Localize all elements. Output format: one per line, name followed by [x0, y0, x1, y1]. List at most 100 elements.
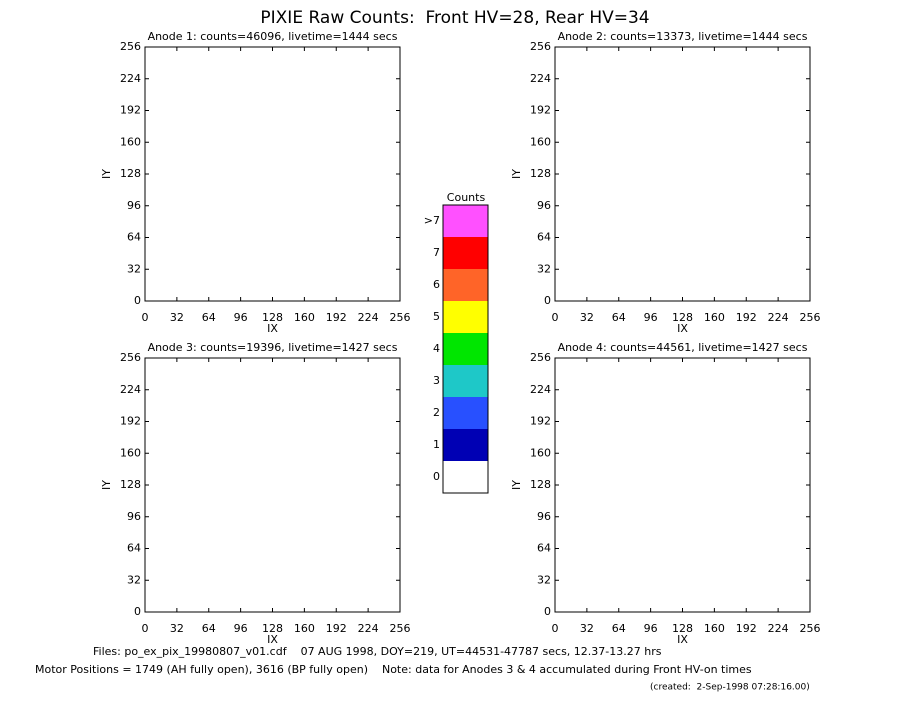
x-tick-label: 128 — [672, 622, 693, 635]
y-tick-label: 256 — [120, 40, 141, 53]
colorbar-swatch — [443, 365, 488, 397]
colorbar-swatch — [443, 301, 488, 333]
x-axis-label: IX — [677, 322, 688, 335]
y-tick-label: 64 — [127, 231, 141, 244]
chart-title: PIXIE Raw Counts: Front HV=28, Rear HV=3… — [260, 8, 649, 28]
y-tick-label: 256 — [530, 351, 551, 364]
plot-frame — [144, 46, 401, 302]
y-tick-label: 224 — [120, 383, 141, 396]
colorbar-label: 0 — [433, 470, 440, 483]
y-tick-label: 128 — [120, 167, 141, 180]
x-tick-label: 64 — [612, 622, 626, 635]
y-tick-label: 64 — [127, 542, 141, 555]
y-tick-label: 0 — [134, 294, 141, 307]
x-tick-label: 192 — [326, 311, 347, 324]
colorbar-swatch — [443, 269, 488, 301]
panel-title: Anode 3: counts=19396, livetime=1427 sec… — [148, 341, 398, 354]
colorbar-swatch — [443, 205, 488, 237]
panel-title: Anode 1: counts=46096, livetime=1444 sec… — [148, 30, 398, 43]
x-tick-label: 256 — [390, 622, 411, 635]
x-axis-label: IX — [267, 633, 278, 646]
y-tick-label: 96 — [127, 510, 141, 523]
y-tick-label: 32 — [537, 262, 551, 275]
colorbar-label: 7 — [433, 246, 440, 259]
x-tick-label: 96 — [644, 311, 658, 324]
x-tick-label: 64 — [202, 622, 216, 635]
x-tick-label: 160 — [704, 311, 725, 324]
x-tick-label: 256 — [800, 622, 821, 635]
colorbar-label: >7 — [424, 214, 440, 227]
y-tick-label: 192 — [530, 415, 551, 428]
x-tick-label: 96 — [644, 622, 658, 635]
x-tick-label: 0 — [142, 622, 149, 635]
colorbar-swatch — [443, 429, 488, 461]
y-tick-label: 160 — [120, 446, 141, 459]
colorbar-swatch — [443, 397, 488, 429]
x-tick-label: 32 — [580, 311, 594, 324]
x-tick-label: 160 — [704, 622, 725, 635]
footer-line: Motor Positions = 1749 (AH fully open), … — [35, 663, 752, 676]
x-axis-label: IX — [677, 633, 688, 646]
x-tick-label: 0 — [552, 311, 559, 324]
y-tick-label: 160 — [530, 135, 551, 148]
colorbar-label: 4 — [433, 342, 440, 355]
x-tick-label: 0 — [552, 622, 559, 635]
y-tick-label: 0 — [544, 294, 551, 307]
x-tick-label: 128 — [672, 311, 693, 324]
x-tick-label: 192 — [326, 622, 347, 635]
y-axis-label: IY — [100, 169, 113, 179]
y-tick-label: 96 — [537, 510, 551, 523]
y-tick-label: 128 — [530, 167, 551, 180]
y-tick-label: 96 — [537, 199, 551, 212]
y-tick-label: 0 — [134, 605, 141, 618]
x-tick-label: 160 — [294, 622, 315, 635]
y-axis-label: IY — [510, 480, 523, 490]
x-tick-label: 224 — [768, 622, 789, 635]
x-tick-label: 224 — [358, 311, 379, 324]
colorbar-frame — [442, 204, 489, 494]
y-tick-label: 192 — [120, 104, 141, 117]
y-tick-label: 160 — [530, 446, 551, 459]
y-tick-label: 192 — [120, 415, 141, 428]
y-tick-label: 256 — [530, 40, 551, 53]
y-tick-label: 0 — [544, 605, 551, 618]
y-axis-label: IY — [100, 480, 113, 490]
x-tick-label: 160 — [294, 311, 315, 324]
x-tick-label: 96 — [234, 311, 248, 324]
y-tick-label: 32 — [537, 573, 551, 586]
colorbar-label: 1 — [433, 438, 440, 451]
colorbar-title: Counts — [447, 191, 486, 204]
y-tick-label: 224 — [530, 383, 551, 396]
y-tick-label: 64 — [537, 542, 551, 555]
y-tick-label: 64 — [537, 231, 551, 244]
x-tick-label: 192 — [736, 622, 757, 635]
plot-frame — [554, 357, 811, 613]
x-tick-label: 64 — [202, 311, 216, 324]
colorbar-swatch — [443, 237, 488, 269]
y-tick-label: 32 — [127, 262, 141, 275]
footer-line: (created: 2-Sep-1998 07:28:16.00) — [650, 683, 810, 693]
y-tick-label: 224 — [120, 72, 141, 85]
plot-frame — [144, 357, 401, 613]
x-tick-label: 224 — [358, 622, 379, 635]
x-tick-label: 32 — [170, 622, 184, 635]
x-tick-label: 32 — [170, 311, 184, 324]
x-tick-label: 64 — [612, 311, 626, 324]
y-tick-label: 160 — [120, 135, 141, 148]
x-tick-label: 192 — [736, 311, 757, 324]
y-tick-label: 192 — [530, 104, 551, 117]
y-tick-label: 224 — [530, 72, 551, 85]
panel-title: Anode 2: counts=13373, livetime=1444 sec… — [558, 30, 808, 43]
y-tick-label: 128 — [120, 478, 141, 491]
x-tick-label: 224 — [768, 311, 789, 324]
colorbar-swatch — [443, 461, 488, 493]
x-tick-label: 128 — [262, 311, 283, 324]
colorbar-label: 3 — [433, 374, 440, 387]
x-tick-label: 96 — [234, 622, 248, 635]
colorbar-label: 2 — [433, 406, 440, 419]
x-tick-label: 256 — [390, 311, 411, 324]
x-axis-label: IX — [267, 322, 278, 335]
colorbar-swatch — [443, 333, 488, 365]
